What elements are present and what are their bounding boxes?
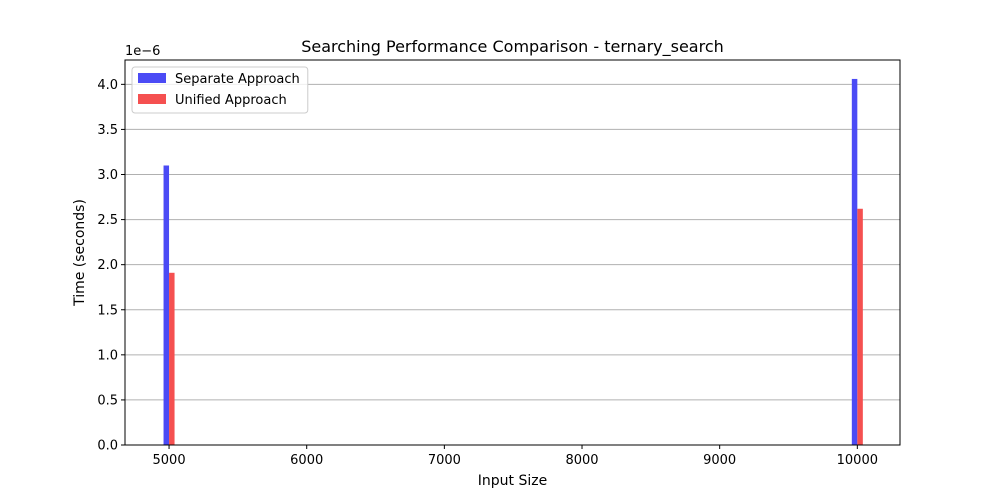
- x-axis-ticks: 5000 6000 7000 8000 9000 10000: [153, 445, 878, 468]
- y-axis-label: Time (seconds): [72, 199, 88, 307]
- legend: Separate Approach Unified Approach: [131, 66, 309, 114]
- legend-swatch: [138, 94, 166, 104]
- bar: [169, 272, 175, 445]
- legend-box: [131, 66, 309, 114]
- x-tick-label: 5000: [153, 453, 186, 468]
- bar: [851, 78, 858, 446]
- x-tick-label: 10000: [837, 453, 878, 468]
- x-tick-label: 9000: [703, 453, 736, 468]
- y-tick-label: 0.5: [97, 393, 118, 408]
- legend-swatch: [138, 73, 166, 83]
- legend-label: Separate Approach: [175, 72, 300, 87]
- bars: [163, 78, 863, 446]
- y-tick-label: 0.0: [97, 439, 118, 454]
- y-tick-label: 3.5: [97, 123, 118, 138]
- x-tick-label: 6000: [290, 453, 323, 468]
- y-tick-label: 2.0: [97, 258, 118, 273]
- plot-frame: [124, 59, 901, 446]
- y-tick-label: 3.0: [97, 168, 118, 183]
- y-axis-offset-text: 1e−6: [125, 44, 160, 59]
- y-tick-label: 4.0: [97, 78, 118, 93]
- x-axis-label: Input Size: [478, 473, 547, 489]
- grid-lines: [125, 83, 900, 446]
- chart-title: Searching Performance Comparison - terna…: [301, 37, 724, 57]
- y-tick-label: 1.5: [97, 303, 118, 318]
- y-tick-label: 2.5: [97, 213, 118, 228]
- y-tick-label: 1.0: [97, 348, 118, 363]
- bar: [857, 208, 863, 445]
- bar: [163, 165, 170, 445]
- legend-label: Unified Approach: [175, 93, 287, 108]
- y-axis-ticks: 0.0 0.5 1.0 1.5 2.0 2.5 3.0 3.5 4.0: [97, 78, 125, 454]
- x-tick-label: 7000: [428, 453, 461, 468]
- x-tick-label: 8000: [565, 453, 598, 468]
